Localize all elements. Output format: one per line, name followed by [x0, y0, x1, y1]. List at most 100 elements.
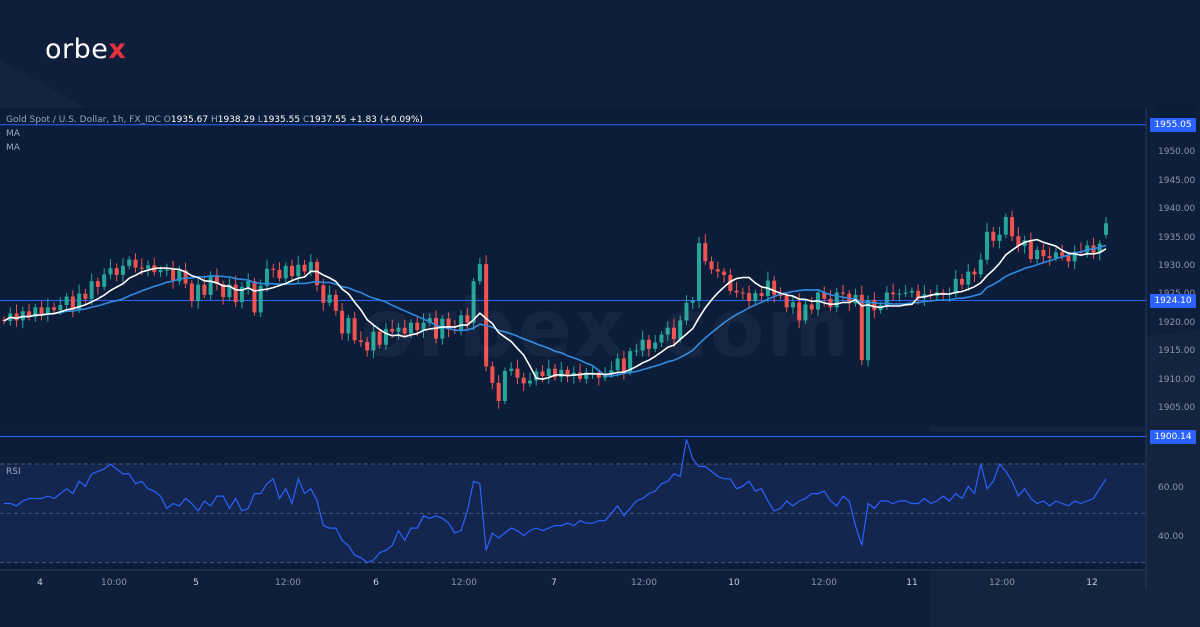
candle-up — [477, 264, 482, 282]
ma-indicator-label[interactable]: MA — [6, 143, 20, 153]
time-axis-tick: 7 — [551, 578, 557, 588]
candle-up — [371, 331, 376, 351]
candle-up — [408, 322, 413, 334]
candle-down — [703, 243, 708, 262]
candle-up — [502, 370, 507, 402]
candle-down — [553, 368, 557, 378]
candle-down — [891, 292, 896, 295]
candle-up — [1035, 249, 1040, 260]
candle-up — [584, 372, 589, 379]
candle-up — [897, 293, 902, 295]
candle-down — [83, 293, 88, 299]
candle-up — [753, 293, 758, 302]
candle-up — [208, 276, 213, 295]
candle-down — [521, 377, 526, 384]
orbex-logo[interactable]: orbex — [45, 34, 127, 65]
candle-down — [797, 302, 802, 321]
candle-down — [365, 341, 370, 351]
level-price-tag[interactable]: 1955.05 — [1150, 117, 1196, 132]
price-pane — [0, 108, 1146, 426]
price-axis-tick: 1910.00 — [1158, 374, 1196, 385]
high-value: 1938.29 — [217, 115, 255, 125]
low-value: 1935.55 — [262, 115, 301, 125]
candle-down — [402, 327, 407, 334]
candle-down — [916, 290, 921, 299]
candle-down — [39, 307, 44, 315]
candle-down — [233, 284, 238, 303]
candle-up — [108, 268, 113, 275]
candle-down — [778, 294, 783, 296]
candle-up — [1053, 252, 1058, 258]
candle-down — [446, 318, 451, 330]
candle-up — [383, 328, 388, 345]
candle-down — [959, 278, 964, 285]
candle-down — [1010, 217, 1015, 237]
candle-down — [271, 268, 276, 270]
candle-down — [841, 292, 846, 294]
candle-down — [171, 269, 176, 282]
candle-up — [1104, 223, 1108, 235]
candle-up — [146, 265, 151, 269]
candle-down — [496, 382, 501, 402]
candle-up — [903, 292, 908, 294]
rsi-label[interactable]: RSI — [6, 467, 21, 477]
level-price-tag[interactable]: 1900.14 — [1150, 429, 1196, 444]
candle-down — [828, 298, 833, 308]
price-axis-tick: 1905.00 — [1158, 402, 1196, 413]
candle-down — [709, 261, 714, 270]
candle-down — [784, 295, 789, 308]
candle-up — [127, 259, 132, 266]
candle-down — [1016, 236, 1021, 246]
candle-up — [471, 281, 476, 323]
candle-up — [1097, 243, 1102, 253]
candle-up — [609, 370, 614, 374]
candle-down — [358, 340, 363, 342]
candle-up — [120, 265, 125, 275]
candle-down — [596, 372, 601, 378]
candle-up — [196, 284, 201, 302]
symbol-label[interactable]: Gold Spot / U.S. Dollar, 1h, FX_IDC — [6, 115, 161, 125]
candle-down — [1028, 240, 1033, 260]
candle-down — [333, 294, 338, 311]
change-value: +1.83 (+0.09%) — [349, 115, 423, 125]
price-axis-tick: 1950.00 — [1158, 147, 1196, 158]
candle-down — [321, 285, 326, 303]
ma-fast-line — [3, 238, 1107, 381]
candle-up — [158, 269, 163, 273]
candle-up — [803, 304, 808, 321]
candle-up — [690, 300, 695, 303]
candle-up — [427, 318, 432, 323]
candle-down — [728, 274, 733, 291]
candle-up — [985, 231, 990, 260]
candle-up — [534, 371, 539, 381]
candle-up — [697, 243, 702, 301]
candle-down — [189, 283, 194, 302]
candle-down — [515, 368, 520, 378]
candle-up — [628, 351, 633, 373]
candle-down — [715, 269, 720, 272]
candle-up — [659, 334, 664, 343]
time-axis-tick: 12:00 — [275, 578, 301, 588]
candle-down — [14, 313, 19, 321]
candle-down — [565, 369, 570, 377]
candle-down — [484, 264, 489, 367]
level-price-tag[interactable]: 1924.10 — [1150, 293, 1196, 308]
candle-down — [27, 311, 32, 317]
candle-up — [653, 342, 658, 349]
candle-down — [415, 322, 420, 331]
ma-indicator-label[interactable]: MA — [6, 129, 20, 139]
candle-down — [221, 284, 226, 298]
time-axis-tick: 10:00 — [101, 578, 127, 588]
close-value: 1937.55 — [309, 115, 347, 125]
candle-down — [202, 284, 207, 295]
candle-down — [315, 261, 320, 286]
candle-down — [772, 280, 777, 295]
candle-down — [70, 296, 75, 310]
candle-up — [346, 318, 351, 334]
candle-up — [559, 369, 564, 378]
time-axis-tick: 10 — [728, 578, 740, 588]
candle-down — [740, 292, 745, 294]
candle-up — [327, 294, 332, 303]
price-axis-tick: 1935.00 — [1158, 232, 1196, 243]
